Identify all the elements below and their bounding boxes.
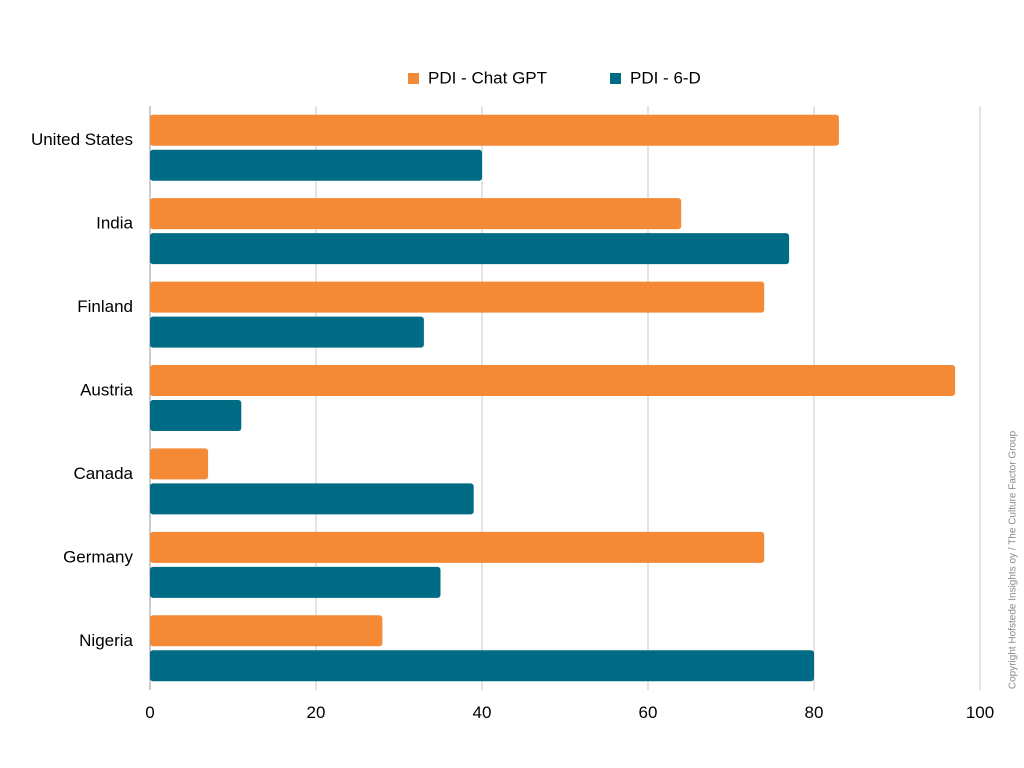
- bar-6d-canada: [150, 483, 474, 515]
- bar-6d-finland: [150, 316, 424, 348]
- x-tick-label: 0: [145, 703, 154, 722]
- bar-6d-united-states: [150, 149, 482, 181]
- category-label: Nigeria: [79, 631, 133, 650]
- bar-chatgpt-austria: [150, 365, 956, 396]
- bar-chatgpt-united-states: [150, 114, 839, 146]
- category-label: United States: [31, 130, 133, 149]
- legend-swatch: [610, 73, 621, 84]
- x-tick-label: 40: [473, 703, 492, 722]
- legend: PDI - Chat GPT PDI - 6-D: [408, 68, 701, 87]
- grid: [149, 106, 981, 690]
- bar-chatgpt-canada: [150, 448, 209, 480]
- category-label: Austria: [80, 380, 133, 399]
- bar-6d-india: [150, 233, 790, 265]
- x-tick-label: 100: [966, 703, 994, 722]
- category-label: Germany: [63, 547, 133, 566]
- legend-label: PDI - Chat GPT: [428, 68, 547, 87]
- bar-chatgpt-germany: [150, 531, 765, 563]
- bar-6d-austria: [150, 400, 242, 431]
- legend-swatch: [408, 73, 419, 84]
- x-tick-label: 80: [805, 703, 824, 722]
- bars: [150, 114, 956, 682]
- bar-6d-germany: [150, 566, 441, 598]
- bar-chatgpt-finland: [150, 281, 765, 313]
- x-tick-label: 60: [639, 703, 658, 722]
- legend-label: PDI - 6-D: [630, 68, 701, 87]
- x-tick-label: 20: [307, 703, 326, 722]
- category-label: Canada: [73, 464, 133, 483]
- bar-chatgpt-india: [150, 198, 682, 230]
- x-tick-labels: 0 20 40 60 80 100: [145, 703, 994, 722]
- category-label: Finland: [77, 297, 133, 316]
- bar-6d-nigeria: [150, 650, 814, 682]
- category-label: India: [96, 214, 133, 233]
- category-labels: United States India Finland Austria Canada Ge…: [31, 130, 134, 650]
- copyright-notice: Copyright Hofstede Insights oy / The Cul…: [1007, 430, 1019, 690]
- bar-chatgpt-nigeria: [150, 615, 383, 647]
